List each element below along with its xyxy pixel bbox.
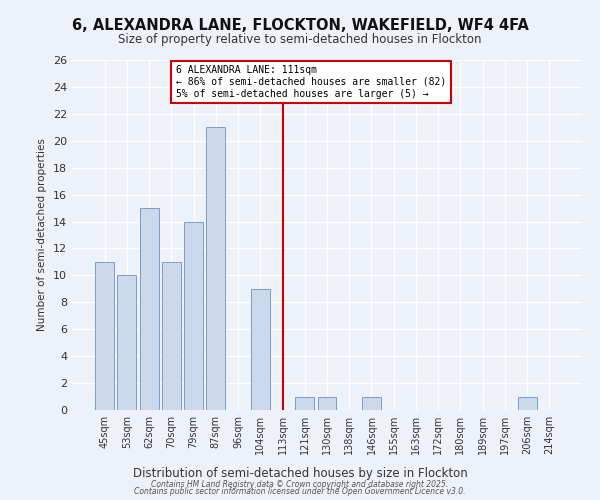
Bar xyxy=(206,128,225,410)
Bar xyxy=(362,396,381,410)
Text: Distribution of semi-detached houses by size in Flockton: Distribution of semi-detached houses by … xyxy=(133,467,467,480)
Text: 6 ALEXANDRA LANE: 111sqm
← 86% of semi-detached houses are smaller (82)
5% of se: 6 ALEXANDRA LANE: 111sqm ← 86% of semi-d… xyxy=(176,66,446,98)
Text: Size of property relative to semi-detached houses in Flockton: Size of property relative to semi-detach… xyxy=(118,32,482,46)
Bar xyxy=(317,396,337,410)
Bar xyxy=(184,222,203,410)
Text: Contains HM Land Registry data © Crown copyright and database right 2025.: Contains HM Land Registry data © Crown c… xyxy=(151,480,449,489)
Bar xyxy=(518,396,536,410)
Bar xyxy=(140,208,158,410)
Y-axis label: Number of semi-detached properties: Number of semi-detached properties xyxy=(37,138,47,332)
Bar xyxy=(251,289,270,410)
Text: Contains public sector information licensed under the Open Government Licence v3: Contains public sector information licen… xyxy=(134,487,466,496)
Bar xyxy=(118,276,136,410)
Bar xyxy=(162,262,181,410)
Bar xyxy=(295,396,314,410)
Text: 6, ALEXANDRA LANE, FLOCKTON, WAKEFIELD, WF4 4FA: 6, ALEXANDRA LANE, FLOCKTON, WAKEFIELD, … xyxy=(71,18,529,32)
Bar xyxy=(95,262,114,410)
